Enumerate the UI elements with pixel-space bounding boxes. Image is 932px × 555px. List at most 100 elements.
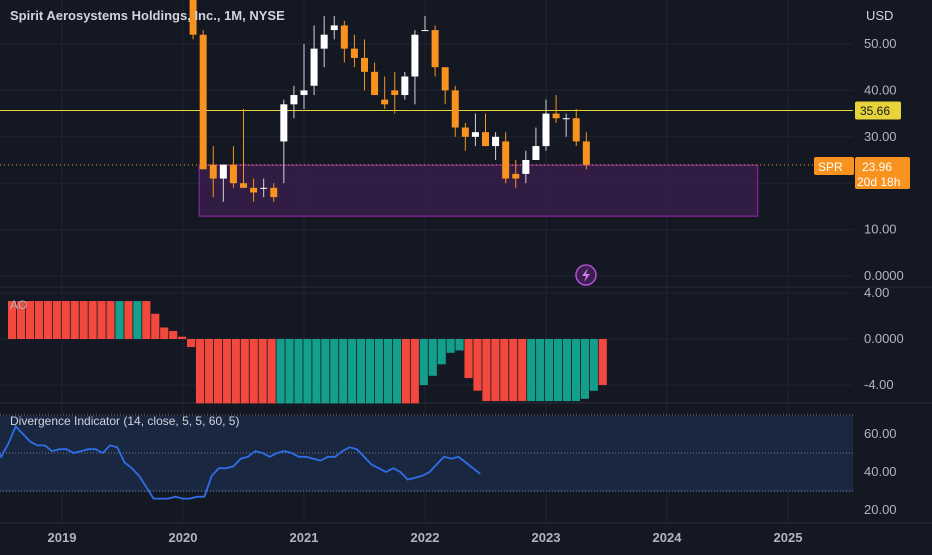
candle-body [461, 127, 469, 137]
ao-tick-label: -4.00 [864, 377, 894, 392]
resistance-value: 35.66 [860, 104, 891, 118]
candle-body [310, 48, 318, 86]
candle-body [552, 113, 560, 119]
ao-bar [589, 339, 598, 391]
divergence-panel [0, 424, 481, 500]
candle-body [219, 164, 227, 179]
ao-bar [160, 327, 169, 339]
candle-body [401, 76, 409, 96]
candle-body [300, 90, 308, 96]
ao-bar [437, 339, 446, 365]
candle-body [482, 132, 489, 147]
candle-body [532, 146, 540, 160]
candle-body [340, 25, 348, 49]
candle-body [421, 30, 429, 32]
candle-body [270, 187, 278, 198]
chart-title: Spirit Aerosystems Holdings, Inc., 1M, N… [10, 8, 285, 23]
ao-bar [464, 339, 473, 379]
candle-body [471, 132, 479, 137]
ao-bar [249, 339, 258, 404]
ao-bar [553, 339, 563, 402]
ao-bar [580, 339, 589, 399]
candle-body [199, 34, 207, 170]
candle-body [371, 71, 379, 96]
resistance-line[interactable] [0, 110, 853, 166]
time-tick-label: 2023 [532, 530, 561, 545]
ao-bar [43, 301, 52, 339]
last-price-tag [855, 157, 910, 189]
ao-bar [518, 339, 527, 402]
divergence-tick-label: 60.00 [864, 426, 897, 441]
ao-bar [106, 301, 115, 339]
ao-tick-label: 0.0000 [864, 331, 904, 346]
candle-body [320, 34, 328, 49]
candle-body [229, 164, 237, 184]
candle-body [492, 136, 500, 147]
support-zone[interactable] [198, 164, 759, 217]
price-tick-label: 0.0000 [864, 268, 904, 283]
ao-bar [312, 339, 321, 404]
ao-bar [374, 339, 384, 404]
candlestick-series [189, 0, 590, 202]
ao-bar [473, 339, 482, 391]
ao-bar [545, 339, 554, 402]
ao-bar [195, 339, 205, 404]
candle-body [441, 67, 449, 91]
ao-bar [169, 330, 178, 339]
price-tick-label: 10.00 [864, 222, 897, 237]
ao-bar [562, 339, 572, 402]
ao-bar [571, 339, 580, 402]
ao-bar [52, 301, 61, 339]
candle-body [562, 118, 570, 120]
divergence-tick-label: 40.00 [864, 464, 897, 479]
support-zone-rect [198, 164, 759, 217]
candle-body [512, 173, 520, 179]
candle-body [381, 99, 389, 105]
ao-bar [204, 339, 214, 404]
ao-bar [303, 339, 312, 404]
candle-body [542, 113, 550, 147]
ao-bar [294, 339, 303, 404]
lightning-icon[interactable] [575, 264, 597, 286]
candle-body [350, 48, 358, 58]
time-tick-label: 2022 [411, 530, 440, 545]
time-tick-label: 2025 [774, 530, 803, 545]
ao-bar [16, 301, 26, 339]
candle-body [250, 187, 258, 193]
ao-bar [428, 339, 437, 376]
time-tick-label: 2020 [169, 530, 198, 545]
ao-bar [500, 339, 509, 402]
candle-body [391, 90, 399, 96]
candle-body [209, 164, 217, 179]
ao-bar [410, 339, 419, 404]
ao-bar [446, 339, 455, 353]
ao-bar [258, 339, 267, 404]
divergence-tick-label: 20.00 [864, 502, 897, 517]
ao-bar [231, 339, 240, 404]
ao-histogram [8, 301, 607, 404]
candle-body [582, 141, 590, 165]
ao-bar [142, 301, 151, 339]
time-tick-label: 2024 [653, 530, 683, 545]
lightning-icon-bolt [582, 268, 590, 282]
ao-bar [88, 301, 97, 339]
ao-bar [25, 301, 35, 339]
ao-bar [482, 339, 491, 402]
ao-bar [491, 339, 500, 402]
candle-body [522, 160, 530, 174]
ao-bar [321, 339, 330, 404]
candle-body [411, 34, 419, 77]
ao-bar [97, 301, 106, 339]
ao-bar [330, 339, 339, 404]
ao-bar [509, 339, 518, 402]
ao-bar [240, 339, 249, 404]
candle-body [280, 104, 288, 142]
last-price-value: 23.96 [862, 160, 893, 174]
price-tags [575, 101, 910, 286]
ao-bar [527, 339, 536, 402]
ao-tick-label: 4.00 [864, 285, 889, 300]
candle-body [361, 57, 368, 72]
time-tick-label: 2021 [290, 530, 319, 545]
